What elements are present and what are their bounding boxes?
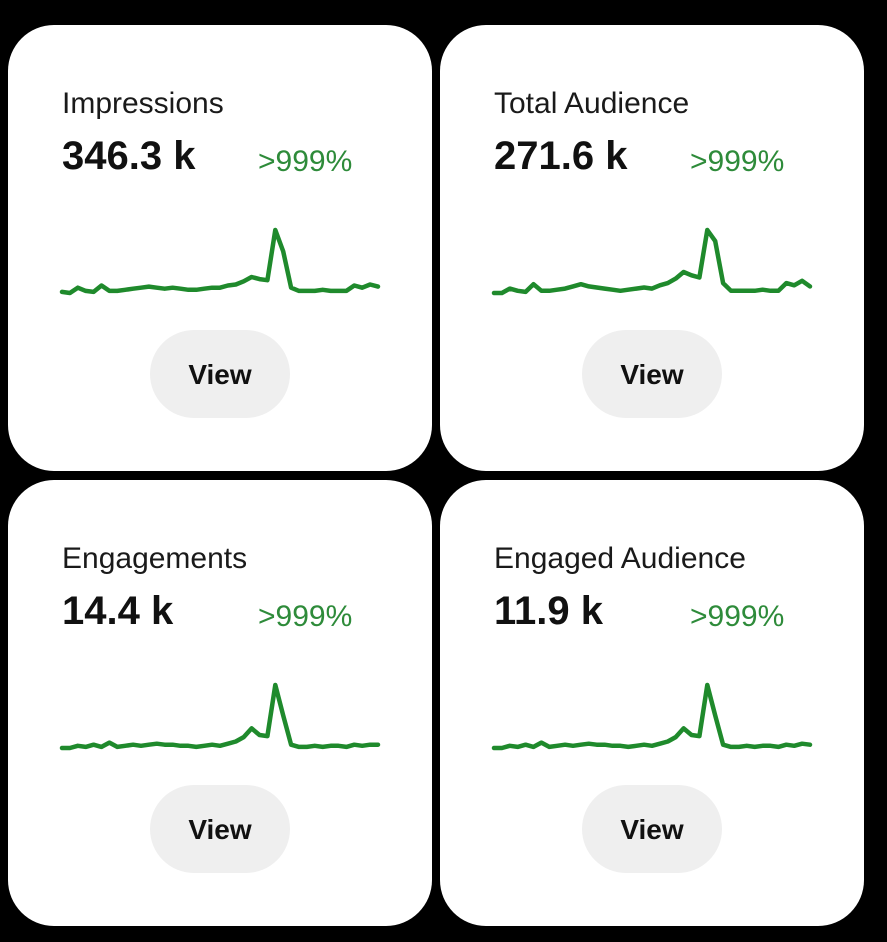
- view-button-label[interactable]: View: [620, 814, 684, 845]
- view-button-label[interactable]: View: [188, 814, 252, 845]
- metric-card: Engaged Audience 11.9 k >999% View: [440, 480, 864, 926]
- card-title: Impressions: [62, 87, 224, 120]
- card-background: [440, 480, 864, 926]
- view-button-bg[interactable]: [582, 330, 722, 418]
- sparkline: [59, 227, 381, 296]
- sparkline: [59, 682, 381, 751]
- metric-value: 11.9 k: [494, 589, 604, 633]
- metric-change: >999%: [258, 145, 352, 178]
- metric-change: >999%: [690, 145, 784, 178]
- metric-change: >999%: [258, 600, 352, 633]
- view-button[interactable]: View: [150, 785, 290, 873]
- metric-change: >999%: [690, 600, 784, 633]
- metric-value: 346.3 k: [62, 134, 196, 178]
- view-button[interactable]: View: [582, 785, 722, 873]
- view-button-label[interactable]: View: [620, 359, 684, 390]
- card-background: [8, 25, 432, 471]
- metric-value: 14.4 k: [62, 589, 174, 633]
- sparkline: [491, 682, 813, 751]
- card-background: [440, 25, 864, 471]
- card-background: [8, 480, 432, 926]
- view-button[interactable]: View: [150, 330, 290, 418]
- metric-card: Impressions 346.3 k >999% View: [8, 25, 432, 471]
- card-title: Engagements: [62, 542, 247, 575]
- card-title: Engaged Audience: [494, 542, 746, 575]
- metric-card: Engagements 14.4 k >999% View: [8, 480, 432, 926]
- view-button[interactable]: View: [582, 330, 722, 418]
- metric-card: Total Audience 271.6 k >999% View: [440, 25, 864, 471]
- card-title: Total Audience: [494, 87, 689, 120]
- metric-value: 271.6 k: [494, 134, 628, 178]
- sparkline: [491, 227, 813, 296]
- view-button-bg[interactable]: [150, 330, 290, 418]
- view-button-label[interactable]: View: [188, 359, 252, 390]
- view-button-bg[interactable]: [582, 785, 722, 873]
- view-button-bg[interactable]: [150, 785, 290, 873]
